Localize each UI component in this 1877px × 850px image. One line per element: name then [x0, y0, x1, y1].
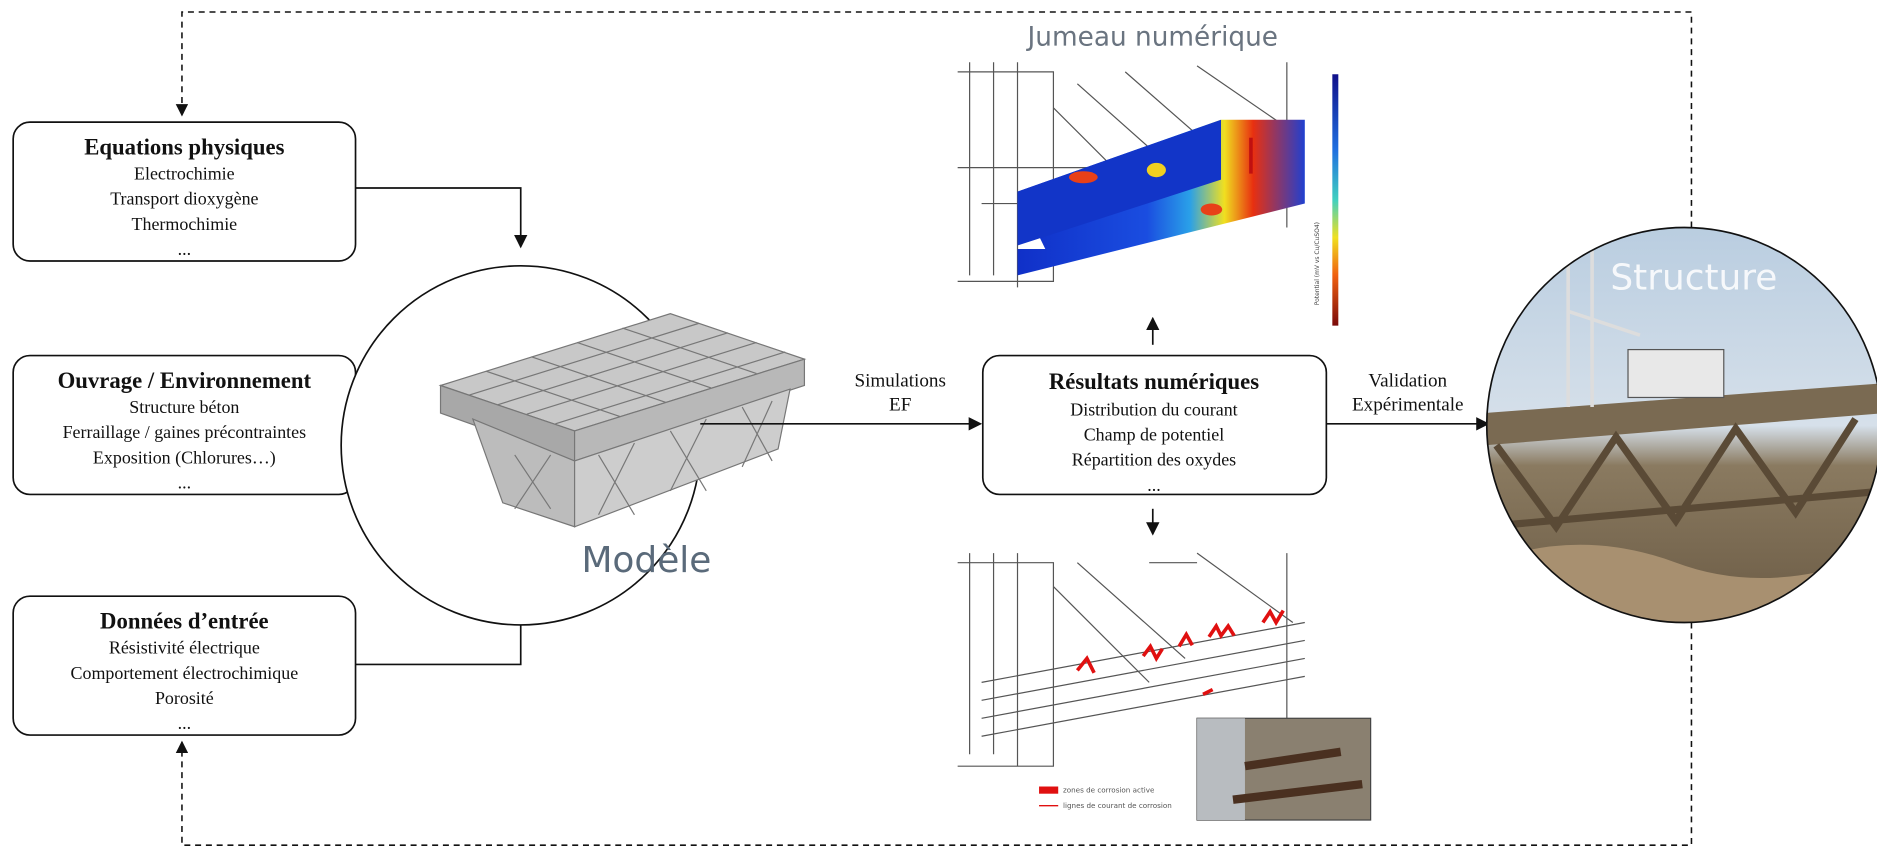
- colorbar-label: Potential (mV vs Cu/CuSO4): [1314, 222, 1321, 305]
- box-line: Répartition des oxydes: [1072, 450, 1236, 470]
- box-line: Electrochimie: [134, 164, 235, 184]
- box-line: Champ de potentiel: [1084, 425, 1224, 445]
- input-boxes: Equations physiques Electrochimie Transpor…: [13, 122, 355, 735]
- edge-label: Validation: [1368, 371, 1447, 392]
- box-line: Porosité: [155, 688, 214, 708]
- twin-title: Jumeau numérique: [1026, 23, 1278, 53]
- model-label: Modèle: [581, 540, 711, 581]
- box-line: ...: [1147, 475, 1160, 495]
- box-line: Ferraillage / gaines précontraintes: [63, 422, 307, 442]
- box-title: Ouvrage / Environnement: [58, 368, 312, 393]
- box-line: Distribution du courant: [1070, 399, 1237, 419]
- box-line: Résistivité électrique: [109, 638, 260, 658]
- box-title: Equations physiques: [84, 134, 284, 159]
- edge-label: Simulations: [854, 371, 945, 392]
- legend-entry: zones de corrosion active: [1063, 785, 1155, 794]
- box-line: ...: [178, 239, 191, 259]
- feedback-top: [182, 12, 1692, 227]
- box-line: Transport dioxygène: [110, 189, 258, 209]
- box-line: Structure béton: [129, 397, 239, 417]
- legend-entry: lignes de courant de corrosion: [1063, 801, 1172, 810]
- box-line: ...: [178, 713, 191, 733]
- arrow: [356, 188, 521, 247]
- box-line: Comportement électrochimique: [71, 663, 299, 683]
- box-line: ...: [178, 472, 191, 492]
- corrosion-map: zones de corrosion active lignes de cour…: [958, 553, 1371, 820]
- edge-label: Expérimentale: [1352, 395, 1464, 416]
- feedback-bottom: [182, 623, 1692, 846]
- potential-map: Potential (mV vs Cu/CuSO4): [958, 62, 1339, 325]
- page: { "title": "Jumeau numérique", "boxes": …: [0, 0, 1877, 850]
- box-title: Données d’entrée: [100, 609, 269, 634]
- box-title: Résultats numériques: [1049, 369, 1259, 394]
- diagram: Equations physiques Electrochimie Transpor…: [0, 0, 1877, 850]
- box-line: Exposition (Chlorures…): [93, 447, 276, 468]
- box-line: Thermochimie: [132, 214, 238, 234]
- structure-label: Structure: [1610, 258, 1777, 299]
- edge-label: EF: [889, 395, 911, 416]
